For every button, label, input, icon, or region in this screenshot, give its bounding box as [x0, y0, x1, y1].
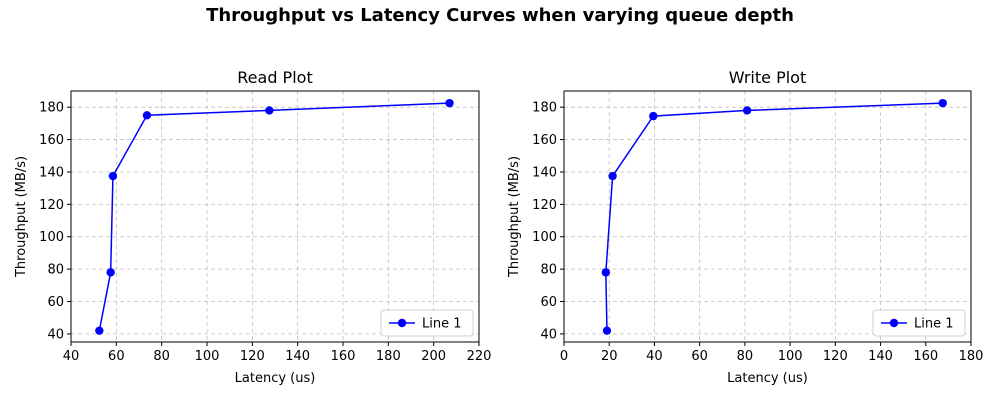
read-y-tick-label-1: 60	[47, 295, 64, 310]
read-x-axis-label: Latency (us)	[235, 371, 316, 386]
write-x-axis-label: Latency (us)	[727, 371, 808, 386]
write-y-tick-label-1: 60	[540, 295, 557, 310]
read-x-tick-label-6: 160	[331, 349, 356, 364]
read-legend-label: Line 1	[422, 317, 462, 332]
write-axes-frame	[563, 90, 972, 343]
write-legend-box	[872, 309, 966, 337]
read-plot: 40 60 80 100 120 140 160 180 200 220 40 60 80 100 120 1…	[14, 68, 491, 386]
read-y-tick-label-5: 140	[39, 165, 64, 180]
read-y-tick-label-2: 80	[47, 263, 64, 278]
write-y-tick-label-5: 140	[532, 165, 557, 180]
write-data-point-3	[649, 111, 658, 121]
write-y-tick-label-2: 80	[540, 263, 557, 278]
read-x-tick-label-1: 60	[108, 349, 125, 364]
write-x-tick-label-8: 160	[913, 349, 938, 364]
read-y-tick-label-7: 180	[39, 101, 64, 116]
write-y-tick-label-4: 120	[532, 198, 557, 213]
write-x-tick-label-5: 100	[778, 349, 803, 364]
write-x-tick-label-0: 0	[560, 349, 568, 364]
read-x-tick-label-0: 40	[63, 349, 80, 364]
read-legend-box	[380, 309, 474, 337]
write-x-tick-label-7: 140	[868, 349, 893, 364]
read-y-tick-label-6: 160	[39, 133, 64, 148]
write-data-point-0	[602, 326, 612, 335]
write-data-point-2	[608, 171, 617, 181]
read-data-point-2	[108, 171, 118, 181]
read-x-tick-label-4: 120	[240, 349, 265, 364]
read-x-tick-label-5: 140	[285, 349, 310, 364]
read-y-tick-label-0: 40	[47, 327, 64, 342]
read-legend-marker	[397, 318, 407, 328]
write-legend: Line 1	[872, 309, 966, 337]
write-plot: 0 20 40 60 80 100 120 140 160 180 40 60 80 100 120 140 1…	[507, 68, 983, 386]
write-y-axis-label: Throughput (MB/s)	[507, 156, 522, 278]
write-x-tick-label-9: 180	[959, 349, 984, 364]
read-data-point-1	[106, 268, 115, 277]
read-x-tick-label-8: 200	[421, 349, 446, 364]
write-plot-title: Write Plot	[729, 68, 806, 87]
write-y-tick-label-3: 100	[532, 230, 557, 245]
read-plot-title: Read Plot	[237, 68, 312, 87]
write-data-point-4	[742, 106, 752, 115]
read-series-line-0	[98, 102, 450, 331]
read-data-point-5	[445, 98, 454, 108]
read-y-tick-label-4: 120	[39, 198, 64, 213]
write-y-tick-label-6: 160	[532, 133, 557, 148]
read-x-tick-label-3: 100	[195, 349, 220, 364]
write-legend-label: Line 1	[914, 317, 954, 332]
read-data-point-3	[142, 111, 152, 120]
read-data-point-4	[265, 106, 274, 115]
read-y-axis-label: Throughput (MB/s)	[14, 156, 29, 278]
write-series-line-0	[605, 102, 943, 331]
write-x-tick-label-2: 40	[646, 349, 663, 364]
write-y-tick-label-0: 40	[540, 327, 557, 342]
read-axes-frame	[70, 90, 480, 343]
write-x-tick-label-6: 120	[823, 349, 848, 364]
write-x-tick-label-3: 60	[691, 349, 708, 364]
read-y-tick-label-3: 100	[39, 230, 64, 245]
read-x-tick-label-9: 220	[467, 349, 492, 364]
read-legend: Line 1	[380, 309, 474, 337]
write-x-tick-label-1: 20	[601, 349, 618, 364]
write-x-tick-label-4: 80	[737, 349, 754, 364]
figure-title: Throughput vs Latency Curves when varyin…	[206, 5, 794, 26]
write-legend-marker	[889, 318, 899, 328]
write-y-tick-label-7: 180	[532, 101, 557, 116]
read-x-tick-label-7: 180	[376, 349, 401, 364]
write-data-point-5	[938, 98, 947, 108]
read-data-point-0	[95, 326, 104, 335]
read-x-tick-label-2: 80	[153, 349, 170, 364]
write-data-point-1	[601, 268, 611, 277]
